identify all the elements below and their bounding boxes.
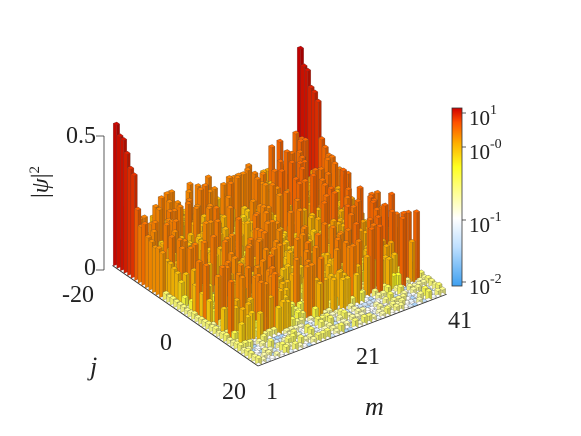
z-tick-0.5: 0.5 xyxy=(66,123,96,149)
colorbar-tick-10-1: 101 xyxy=(469,103,497,130)
colorbar xyxy=(451,107,463,287)
bar xyxy=(307,315,315,323)
bar xyxy=(293,257,301,313)
j-tick-neg20: -20 xyxy=(62,282,94,308)
bar xyxy=(411,302,419,307)
bar xyxy=(360,314,368,325)
colorbar-tick-10-0: 10-0 xyxy=(469,137,502,164)
bar xyxy=(265,349,273,358)
bar xyxy=(379,310,387,318)
bar xyxy=(265,328,273,338)
bar xyxy=(363,254,371,297)
bar xyxy=(282,343,290,355)
m-tick-41: 41 xyxy=(448,308,472,334)
bar xyxy=(256,310,264,342)
bar xyxy=(425,288,433,301)
m-tick-21: 21 xyxy=(356,344,380,370)
bar xyxy=(356,303,364,308)
bar xyxy=(254,345,262,350)
bar xyxy=(273,350,281,358)
bar xyxy=(260,352,268,359)
bar xyxy=(365,312,373,323)
bar xyxy=(407,298,415,303)
bar xyxy=(385,256,393,293)
bar xyxy=(333,328,341,336)
bar xyxy=(351,317,359,329)
bar xyxy=(255,338,263,346)
bar xyxy=(359,306,367,314)
bar xyxy=(382,296,390,305)
z-tick-0: 0 xyxy=(84,255,96,281)
bar xyxy=(214,274,222,327)
bar xyxy=(275,305,283,335)
colorbar-tick-10-neg2: 10-2 xyxy=(469,272,502,299)
bar xyxy=(375,292,383,301)
bar xyxy=(346,326,354,331)
j-axis-label: j xyxy=(90,352,98,381)
bar xyxy=(420,279,428,287)
colorbar-tick-10-neg1: 10-1 xyxy=(469,210,502,237)
bar xyxy=(415,296,423,304)
bar xyxy=(339,276,347,310)
bar xyxy=(383,305,391,316)
bar xyxy=(272,339,280,344)
j-tick-0: 0 xyxy=(160,330,172,356)
bar xyxy=(376,223,384,296)
bar xyxy=(291,340,299,351)
bar xyxy=(408,239,416,284)
bar xyxy=(220,306,228,337)
bar xyxy=(399,215,407,288)
m-axis-label: m xyxy=(365,392,384,421)
bar xyxy=(303,264,311,320)
bar xyxy=(159,250,167,299)
bar xyxy=(392,303,400,313)
bar xyxy=(273,335,281,340)
bar xyxy=(306,322,314,327)
bar xyxy=(310,336,318,344)
bar xyxy=(297,334,305,345)
m-tick-1: 1 xyxy=(266,379,278,405)
bar xyxy=(365,300,373,305)
bar xyxy=(361,302,369,306)
j-axis-line xyxy=(112,265,259,367)
bar xyxy=(434,287,442,297)
bar xyxy=(267,337,275,349)
bar xyxy=(409,286,417,295)
bar xyxy=(317,319,325,330)
z-axis-label: |ψ|2 xyxy=(27,165,54,198)
bar xyxy=(298,316,306,326)
bar xyxy=(268,355,276,360)
bar xyxy=(254,355,262,365)
bar xyxy=(237,342,245,353)
j-tick-20: 20 xyxy=(222,379,246,405)
bar xyxy=(330,277,338,314)
bar xyxy=(259,340,267,348)
bar xyxy=(368,305,376,311)
bar xyxy=(416,290,424,300)
m-axis-line xyxy=(257,293,447,367)
bar xyxy=(353,272,361,305)
